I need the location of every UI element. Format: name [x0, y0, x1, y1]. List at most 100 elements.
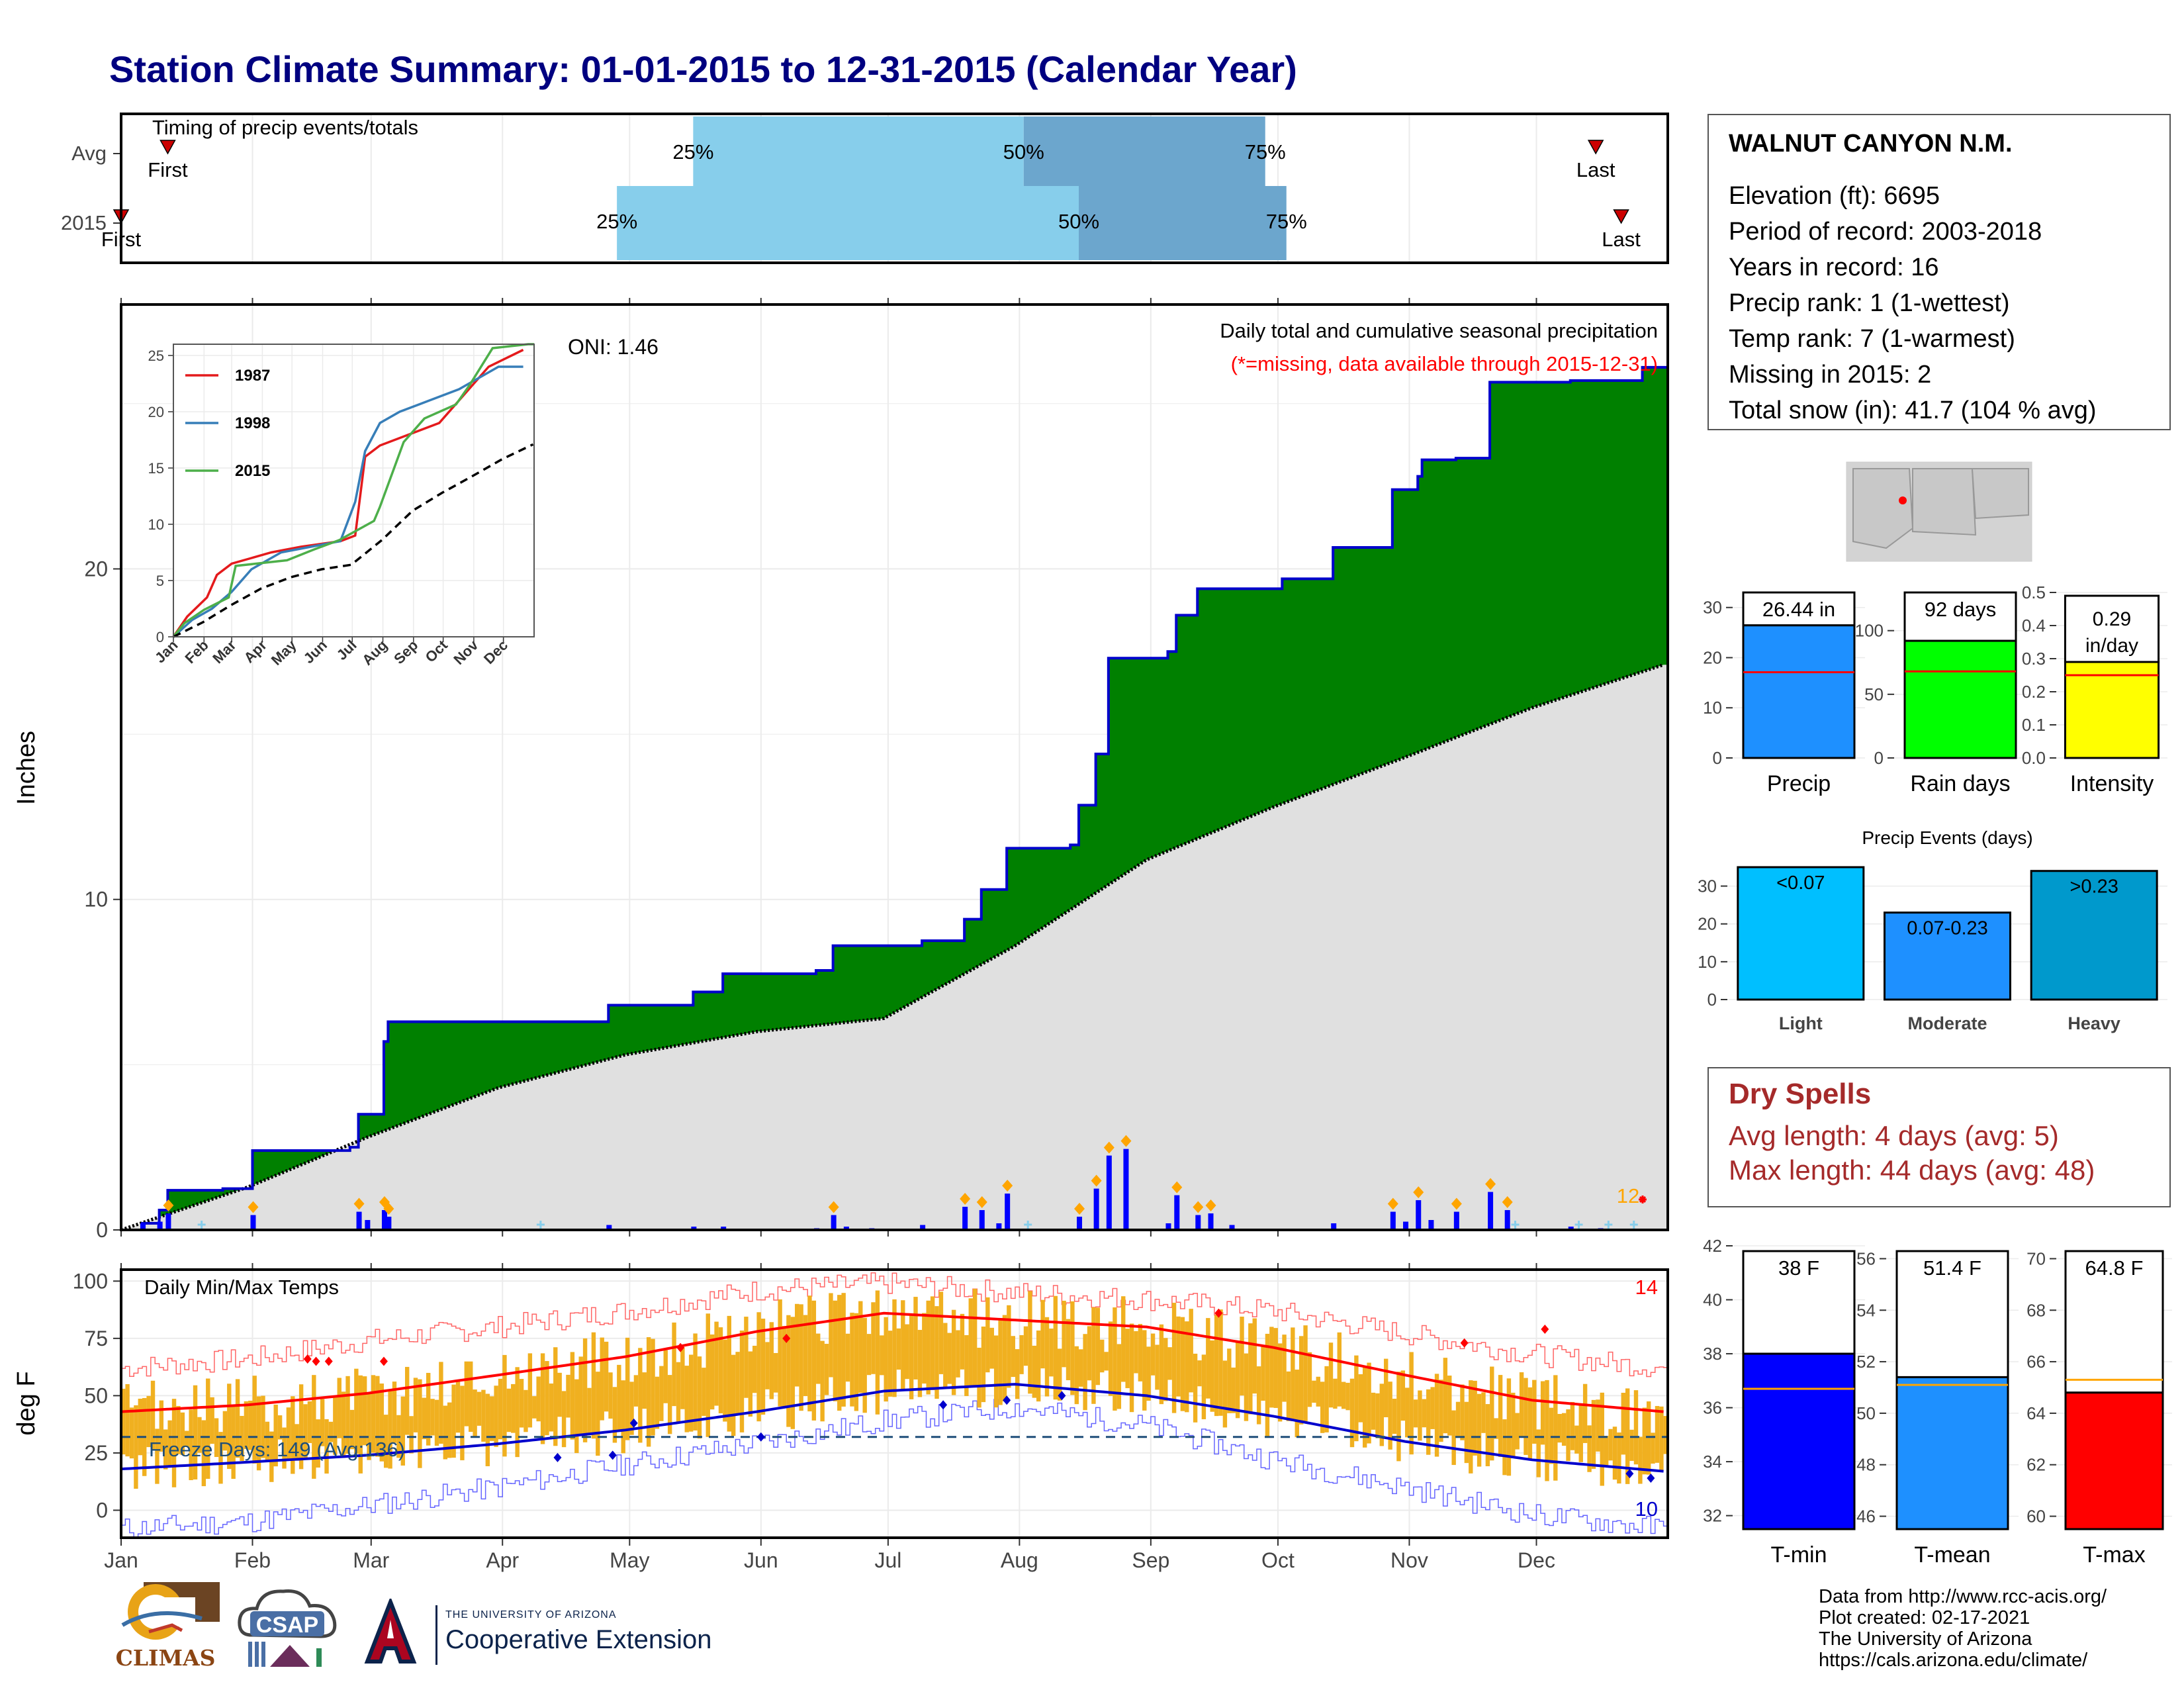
daily-temp-bar — [201, 1420, 206, 1487]
daily-temp-bar — [320, 1399, 325, 1446]
daily-temp-bar — [1104, 1352, 1109, 1371]
daily-temp-bar — [150, 1380, 156, 1450]
daily-temp-bar — [443, 1405, 448, 1460]
month-label: Oct — [1261, 1548, 1295, 1572]
daily-precip-bar — [843, 1227, 849, 1230]
daily-temp-bar — [1646, 1401, 1651, 1475]
daily-temp-bar — [1036, 1330, 1041, 1402]
daily-precip-bar — [365, 1220, 371, 1230]
daily-temp-bar — [1155, 1344, 1160, 1390]
precip-events-bar-label: >0.23 — [2070, 876, 2118, 898]
tmin-summary-y-tick-label: 32 — [1703, 1506, 1722, 1526]
daily-temp-bar — [1443, 1358, 1448, 1434]
daily-temp-bar — [922, 1313, 927, 1384]
daily-temp-bar — [993, 1335, 999, 1408]
daily-temp-bar — [1256, 1366, 1261, 1425]
timing-panel-title: Timing of precip events/totals — [152, 116, 418, 139]
daily-temp-bar — [1138, 1324, 1143, 1382]
daily-temp-bar — [282, 1427, 287, 1469]
daily-temp-bar — [731, 1354, 736, 1436]
daily-temp-bar — [833, 1300, 838, 1401]
trace-precip-marker — [1511, 1221, 1520, 1229]
csap-text: CSAP — [255, 1613, 319, 1638]
snow-event-marker — [1171, 1181, 1183, 1194]
daily-precip-bar — [1174, 1195, 1180, 1230]
daily-temp-bar — [511, 1383, 516, 1433]
daily-temp-bar — [905, 1324, 909, 1380]
daily-temp-bar — [892, 1299, 897, 1397]
daily-temp-bar — [1074, 1346, 1079, 1405]
daily-temp-bar — [1574, 1425, 1579, 1454]
record-high-marker — [1460, 1338, 1469, 1348]
tmax-summary-y-tick-label: 60 — [2026, 1507, 2046, 1526]
first-event-label: First — [148, 158, 188, 181]
daily-temp-bar — [1418, 1390, 1422, 1441]
month-label: Dec — [1518, 1548, 1555, 1572]
daily-temp-bar — [820, 1340, 825, 1422]
daily-temp-bar — [1455, 1401, 1461, 1438]
month-label: May — [610, 1548, 649, 1572]
record-high-marker — [782, 1333, 791, 1343]
daily-temp-bar — [1286, 1371, 1291, 1421]
daily-temp-bar — [1494, 1418, 1498, 1439]
intensity-summary-label-box — [2064, 594, 2160, 663]
daily-temp-bar — [1549, 1407, 1554, 1464]
daily-temp-bar — [1515, 1413, 1520, 1450]
daily-temp-bar — [1430, 1387, 1435, 1429]
daily-temp-bar — [1049, 1329, 1054, 1377]
precip-events-bar — [1737, 866, 1865, 1001]
tmean-summary-y-tick-label: 48 — [1856, 1455, 1876, 1475]
raindays-summary-y-tick-label: 0 — [1874, 748, 1884, 768]
snow-event-marker — [960, 1193, 971, 1205]
daily-temp-bar — [604, 1341, 609, 1412]
daily-temp-bar — [1150, 1333, 1156, 1376]
daily-temp-bar — [1655, 1405, 1660, 1463]
daily-temp-bar — [185, 1430, 189, 1447]
daily-temp-bar — [574, 1379, 579, 1454]
daily-temp-bar — [1375, 1393, 1380, 1438]
temp-y-axis-label: deg F — [13, 1371, 40, 1435]
daily-temp-bar — [1540, 1381, 1545, 1445]
daily-temp-bar — [782, 1326, 787, 1408]
tmin-summary-y-tick-label: 36 — [1703, 1398, 1722, 1418]
precip-summary-y-tick-label: 10 — [1703, 698, 1722, 718]
daily-temp-bar — [1426, 1389, 1431, 1455]
dry-spells-max: Max length: 44 days (avg: 48) — [1729, 1154, 2095, 1186]
trace-precip-marker — [536, 1221, 545, 1229]
record-high-marker — [1541, 1325, 1549, 1334]
daily-temp-bar — [549, 1383, 554, 1432]
daily-temp-bar — [1087, 1326, 1092, 1381]
tmin-summary-y-tick-label: 40 — [1703, 1290, 1722, 1310]
snow-event-marker — [1502, 1196, 1513, 1209]
precip-events-bar-label: 0.07-0.23 — [1907, 918, 1988, 939]
daily-temp-bar — [887, 1331, 893, 1397]
raindays-summary-y-tick-label: 50 — [1864, 684, 1884, 704]
daily-temp-bar — [680, 1347, 685, 1409]
daily-temp-bar — [447, 1402, 452, 1458]
record-high-marker — [312, 1356, 320, 1366]
daily-temp-bar — [307, 1401, 312, 1443]
intensity-summary-category-label: Intensity — [2070, 771, 2154, 796]
daily-temp-bar — [1282, 1335, 1287, 1402]
precip-events-y-tick-label: 20 — [1698, 914, 1717, 934]
daily-temp-bar — [210, 1397, 214, 1444]
daily-temp-bar — [540, 1353, 545, 1444]
precip-events-category: Moderate — [1907, 1013, 1987, 1033]
daily-temp-bar — [875, 1290, 880, 1415]
daily-temp-bar — [684, 1366, 689, 1432]
daily-temp-bar — [752, 1345, 757, 1393]
record-high-marker — [1214, 1308, 1223, 1318]
daily-temp-bar — [1316, 1376, 1320, 1407]
daily-temp-bar — [379, 1383, 384, 1462]
daily-temp-bar — [1451, 1410, 1456, 1466]
daily-temp-bar — [176, 1405, 181, 1454]
snow-event-marker — [163, 1199, 174, 1212]
daily-temp-bar — [1434, 1374, 1439, 1457]
ua-small-text: THE UNIVERSITY OF ARIZONA — [445, 1609, 617, 1620]
daily-temp-bar — [1612, 1427, 1617, 1480]
credit-university: The University of Arizona — [1819, 1628, 2032, 1650]
daily-temp-bar — [1273, 1328, 1278, 1408]
daily-temp-bar — [426, 1372, 431, 1446]
mini-map-arizona — [1852, 468, 1914, 549]
daily-temp-bar — [392, 1382, 397, 1443]
